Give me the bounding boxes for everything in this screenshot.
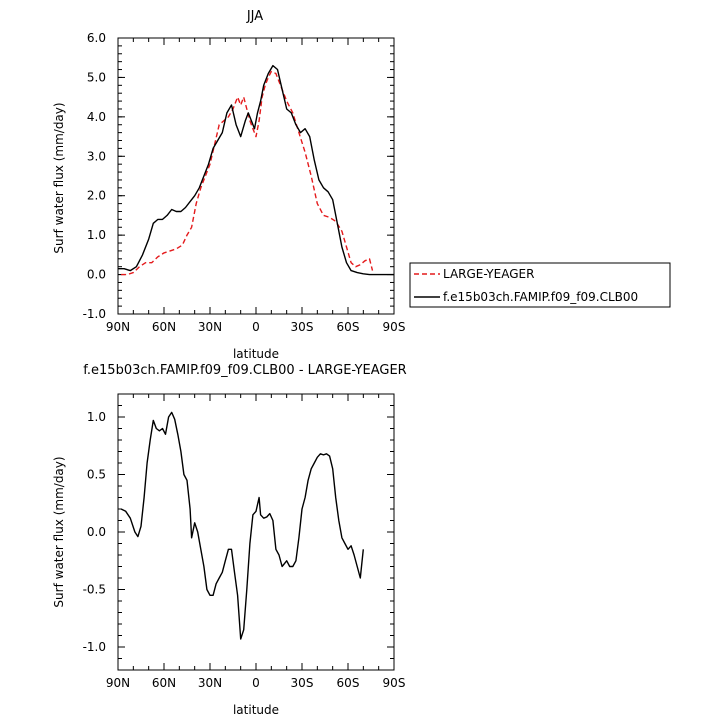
x-tick-label: 90S [383, 676, 406, 690]
panel-top: JJA latitude Surf water flux (mm/day) 90… [52, 9, 405, 361]
y-tick-label: 3.0 [87, 149, 106, 163]
series-line-large-yeager [121, 70, 374, 276]
panel-bottom: f.e15b03ch.FAMIP.f09_f09.CLB00 - LARGE-Y… [52, 363, 407, 717]
x-tick-label: 0 [252, 320, 260, 334]
x-tick-label: 30N [198, 320, 222, 334]
series-line-difference [120, 411, 364, 640]
legend: LARGE-YEAGER f.e15b03ch.FAMIP.f09_f09.CL… [409, 262, 671, 308]
x-tick-label: 30N [198, 676, 222, 690]
chart-title-bottom: f.e15b03ch.FAMIP.f09_f09.CLB00 - LARGE-Y… [83, 363, 406, 378]
series-bottom [120, 411, 364, 640]
ticks-bottom: 90N 60N 30N 0 30S 60S 90S -1.0 -0.5 0.0 0.5 1.0 [83, 393, 406, 690]
x-tick-label: 0 [252, 676, 260, 690]
y-tick-label: 2.0 [87, 189, 106, 203]
y-axis-label-bottom: Surf water flux (mm/day) [52, 456, 66, 607]
y-axis-label-top: Surf water flux (mm/day) [52, 102, 66, 253]
series-top [118, 64, 394, 276]
plot-frame-bottom [117, 393, 395, 671]
y-tick-label: -1.0 [83, 640, 106, 654]
y-tick-label: -0.5 [83, 583, 106, 597]
y-tick-label: 0.0 [87, 525, 106, 539]
x-axis-label-top: latitude [233, 347, 279, 361]
y-tick-label: 1.0 [87, 228, 106, 242]
x-axis-label-bottom: latitude [233, 703, 279, 717]
x-tick-label: 60N [152, 320, 176, 334]
y-tick-label: 6.0 [87, 31, 106, 45]
legend-label-clb00: f.e15b03ch.FAMIP.f09_f09.CLB00 [443, 290, 638, 304]
x-tick-label: 30S [291, 320, 314, 334]
x-tick-label: 90S [383, 320, 406, 334]
series-line-f-e15b03ch-famip-f09-f09-clb00 [118, 64, 394, 276]
x-tick-label: 90N [106, 320, 130, 334]
x-tick-label: 60S [337, 320, 360, 334]
y-tick-label: 0.5 [87, 468, 106, 482]
y-tick-label: 5.0 [87, 70, 106, 84]
chart-title-top: JJA [246, 9, 263, 24]
x-tick-label: 90N [106, 676, 130, 690]
y-tick-label: 4.0 [87, 110, 106, 124]
x-tick-label: 30S [291, 676, 314, 690]
y-tick-label: -1.0 [83, 307, 106, 321]
ticks-top: 90N 60N 30N 0 30S 60S 90S -1.0 0.0 1.0 2.0 3.0 4.0 5.… [83, 31, 406, 334]
y-tick-label: 0.0 [87, 268, 106, 282]
x-tick-label: 60N [152, 676, 176, 690]
legend-box [409, 262, 671, 308]
x-tick-label: 60S [337, 676, 360, 690]
legend-label-large-yeager: LARGE-YEAGER [443, 267, 534, 281]
plot-frame-top [117, 37, 395, 315]
y-tick-label: 1.0 [87, 410, 106, 424]
